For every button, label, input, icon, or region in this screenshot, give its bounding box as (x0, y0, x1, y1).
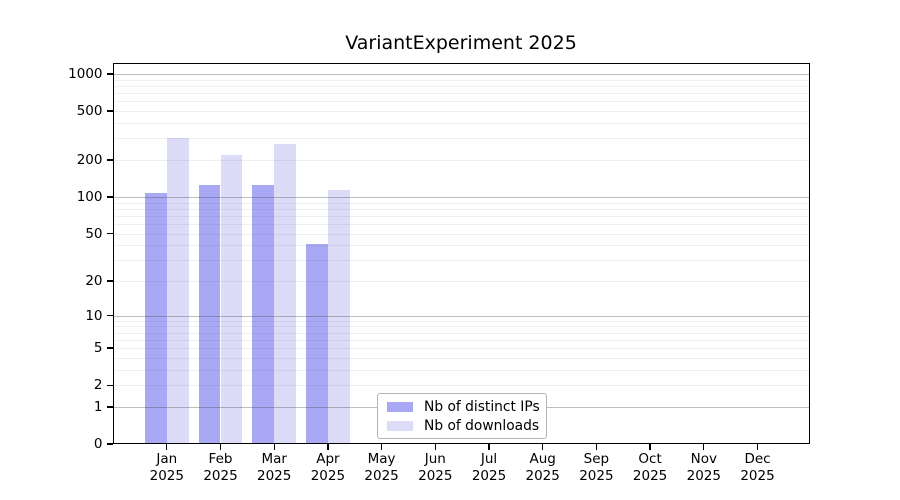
y-tick-label: 500 (76, 103, 103, 120)
x-tick-month: Jun (424, 451, 446, 467)
legend-item-distinct-ips: Nb of distinct IPs (387, 397, 540, 416)
y-tick-mark (107, 110, 113, 112)
x-tick-mark (273, 444, 275, 450)
y-tick-mark (107, 280, 113, 282)
x-tick-label: Oct 2025 (623, 451, 677, 484)
y-tick-label: 100 (76, 188, 103, 205)
x-tick-year: 2025 (149, 467, 184, 484)
bar-distinct-ips-feb (198, 184, 221, 444)
legend-label-downloads: Nb of downloads (424, 417, 540, 434)
x-tick-year: 2025 (364, 467, 399, 484)
y-tick-mark (107, 73, 113, 75)
bar-distinct-ips-apr (306, 243, 328, 444)
x-tick-mark (703, 444, 705, 450)
x-tick-month: Nov (690, 451, 717, 467)
legend-swatch-downloads (387, 420, 413, 431)
x-tick-month: Dec (744, 451, 771, 467)
chart-title: VariantExperiment 2025 (345, 32, 577, 54)
x-tick-year: 2025 (579, 467, 614, 484)
plot-area: Nb of distinct IPs Nb of downloads (112, 63, 811, 444)
legend-swatch-distinct-ips (387, 401, 413, 412)
x-tick-mark (327, 444, 329, 450)
x-tick-mark (219, 444, 222, 450)
x-tick-mark (166, 444, 168, 450)
bars-layer (113, 63, 811, 444)
x-tick-label: Aug 2025 (516, 451, 570, 484)
x-tick-month: Aug (529, 451, 556, 467)
x-tick-year: 2025 (203, 467, 238, 484)
y-tick-mark (107, 384, 113, 386)
x-tick-month: Jul (480, 451, 498, 467)
x-tick-label: Jun 2025 (408, 451, 462, 484)
x-tick-mark (756, 444, 759, 450)
y-tick-label: 1000 (68, 66, 103, 82)
x-tick-mark (595, 444, 598, 450)
x-tick-month: Jan (156, 451, 178, 467)
x-tick-year: 2025 (310, 467, 346, 484)
y-tick-label: 200 (76, 152, 103, 168)
x-tick-year: 2025 (632, 467, 668, 484)
y-tick-label: 2 (93, 377, 103, 394)
y-tick-mark (107, 196, 113, 198)
x-tick-month: Mar (261, 451, 287, 467)
x-tick-year: 2025 (257, 467, 292, 484)
x-tick-month: Sep (583, 451, 610, 467)
x-tick-label: May 2025 (355, 451, 409, 484)
y-tick-label: 1 (93, 398, 103, 415)
bar-downloads-feb (220, 154, 243, 444)
y-tick-mark (107, 347, 113, 349)
y-tick-mark (107, 314, 113, 317)
x-tick-mark (542, 444, 544, 450)
x-tick-label: Dec 2025 (731, 451, 785, 484)
x-tick-year: 2025 (686, 467, 721, 484)
y-tick-mark (107, 232, 113, 235)
y-tick-label: 50 (85, 225, 103, 242)
x-tick-label: Jul 2025 (462, 451, 516, 484)
x-tick-label: Sep 2025 (569, 451, 623, 484)
y-tick-label: 5 (93, 340, 103, 357)
x-tick-label: Jan 2025 (140, 451, 194, 484)
x-tick-year: 2025 (525, 467, 560, 484)
x-tick-year: 2025 (471, 467, 507, 484)
x-tick-year: 2025 (740, 467, 775, 484)
y-tick-mark (107, 159, 113, 161)
bar-distinct-ips-jan (145, 193, 167, 444)
y-tick-label: 10 (85, 307, 103, 324)
x-tick-mark (434, 444, 436, 450)
x-tick-year: 2025 (418, 467, 453, 484)
x-tick-mark (380, 444, 383, 450)
x-tick-month: Oct (638, 451, 662, 467)
x-tick-month: Apr (316, 451, 340, 467)
x-tick-label: Nov 2025 (677, 451, 731, 484)
y-tick-label: 20 (85, 273, 103, 289)
y-tick-label: 0 (93, 436, 103, 452)
y-tick-mark (107, 406, 113, 408)
x-tick-month: May (367, 451, 396, 467)
x-tick-mark (649, 444, 651, 450)
bar-downloads-jan (166, 138, 189, 444)
x-tick-month: Feb (208, 451, 233, 467)
y-tick-mark (107, 443, 113, 445)
x-tick-label: Apr 2025 (301, 451, 355, 484)
legend-label-distinct-ips: Nb of distinct IPs (424, 398, 540, 415)
bar-distinct-ips-mar (252, 184, 275, 444)
legend: Nb of distinct IPs Nb of downloads (377, 393, 547, 439)
x-tick-mark (488, 444, 490, 450)
bar-downloads-mar (274, 144, 296, 444)
x-tick-label: Mar 2025 (247, 451, 301, 484)
bar-downloads-apr (327, 189, 350, 444)
legend-item-downloads: Nb of downloads (387, 416, 540, 435)
x-tick-label: Feb 2025 (194, 451, 248, 484)
